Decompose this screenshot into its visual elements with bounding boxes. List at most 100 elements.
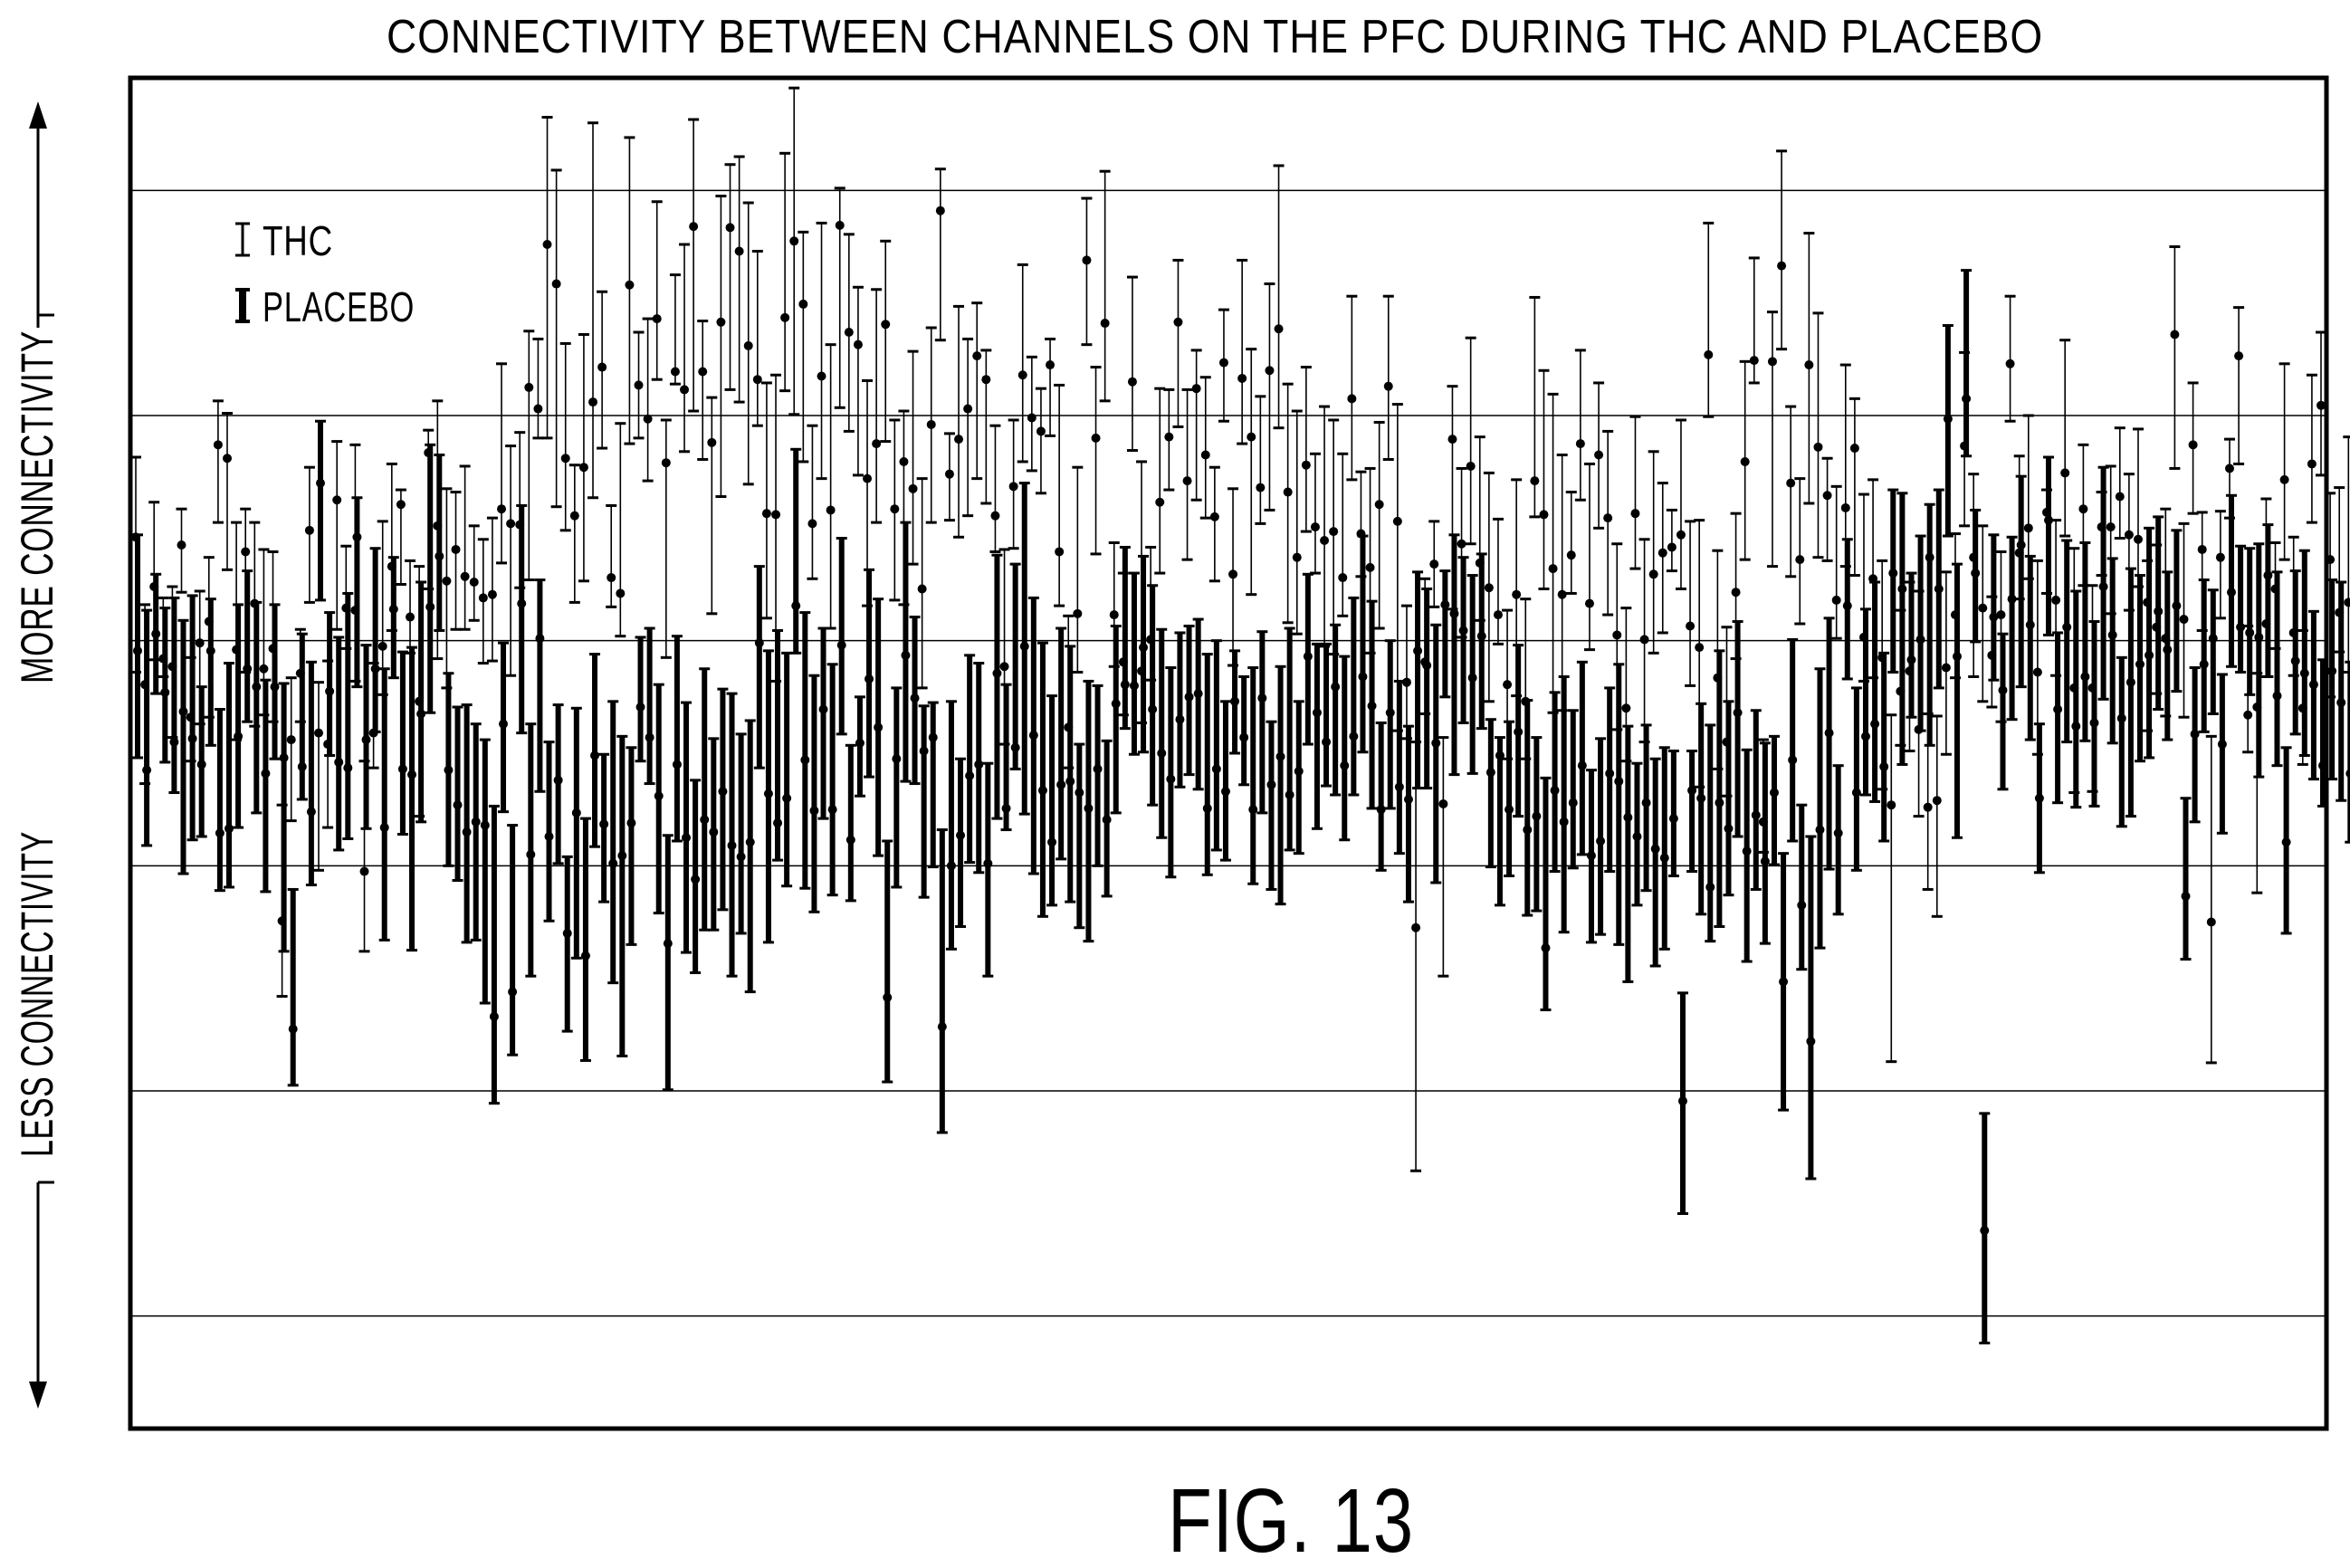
thc-mean-dot bbox=[981, 375, 991, 385]
placebo-mean-dot bbox=[1925, 552, 1934, 562]
placebo-mean-dot bbox=[316, 478, 326, 488]
placebo-mean-dot bbox=[133, 645, 142, 655]
placebo-mean-dot bbox=[2327, 666, 2337, 676]
placebo-point-113 bbox=[1165, 666, 1177, 879]
placebo-mean-dot bbox=[974, 760, 984, 770]
placebo-mean-dot bbox=[1202, 803, 1212, 813]
thc-mean-dot bbox=[1566, 550, 1576, 560]
placebo-point-41 bbox=[507, 824, 519, 1056]
placebo-point-156 bbox=[1558, 674, 1570, 934]
placebo-point-229 bbox=[2225, 493, 2237, 668]
thc-mean-dot bbox=[1017, 370, 1027, 380]
placebo-mean-dot bbox=[1505, 805, 1514, 815]
thc-mean-dot bbox=[1932, 796, 1942, 806]
placebo-point-5 bbox=[177, 618, 189, 875]
placebo-mean-dot bbox=[865, 674, 874, 684]
placebo-mean-dot bbox=[2181, 891, 2191, 901]
placebo-point-73 bbox=[799, 611, 811, 890]
placebo-point-26 bbox=[369, 547, 381, 733]
thc-mean-dot bbox=[1603, 513, 1613, 523]
placebo-point-210 bbox=[2052, 631, 2064, 805]
thc-mean-dot bbox=[1849, 444, 1859, 454]
thc-point-128 bbox=[1300, 366, 1312, 533]
thc-mean-dot bbox=[999, 662, 1009, 672]
thc-mean-dot bbox=[1731, 588, 1741, 598]
placebo-mean-dot bbox=[2098, 581, 2108, 591]
placebo-mean-dot bbox=[2208, 634, 2218, 644]
placebo-point-118 bbox=[1210, 639, 1222, 852]
thc-mean-dot bbox=[1155, 497, 1165, 507]
placebo-point-217 bbox=[2116, 655, 2127, 828]
placebo-mean-dot bbox=[562, 928, 572, 938]
thc-point-137 bbox=[1382, 294, 1394, 461]
placebo-point-216 bbox=[2106, 557, 2118, 745]
placebo-point-117 bbox=[1201, 653, 1213, 876]
placebo-mean-dot bbox=[2126, 677, 2135, 687]
thc-point-185 bbox=[1821, 456, 1833, 562]
thc-mean-dot bbox=[2197, 544, 2207, 554]
thc-mean-dot bbox=[1283, 487, 1293, 497]
placebo-point-194 bbox=[1906, 571, 1917, 719]
thc-mean-dot bbox=[2005, 359, 2015, 368]
placebo-mean-dot bbox=[1998, 685, 2008, 695]
placebo-mean-dot bbox=[1523, 825, 1533, 835]
thc-point-172 bbox=[1703, 221, 1715, 418]
thc-mean-dot bbox=[1503, 680, 1513, 690]
placebo-point-146 bbox=[1466, 574, 1478, 775]
placebo-mean-dot bbox=[270, 682, 280, 692]
placebo-point-82 bbox=[882, 839, 893, 1084]
placebo-mean-dot bbox=[407, 770, 417, 779]
placebo-point-110 bbox=[1138, 554, 1150, 754]
thc-mean-dot bbox=[213, 440, 223, 450]
placebo-mean-dot bbox=[1322, 737, 1332, 747]
placebo-mean-dot bbox=[700, 815, 710, 825]
placebo-point-140 bbox=[1412, 570, 1424, 790]
thc-point-140 bbox=[1410, 741, 1422, 1172]
thc-point-87 bbox=[925, 326, 937, 524]
thc-mean-dot bbox=[2243, 710, 2253, 720]
placebo-mean-dot bbox=[709, 827, 719, 837]
thc-point-45 bbox=[541, 116, 553, 440]
thc-mean-dot bbox=[2051, 595, 2061, 605]
placebo-point-133 bbox=[1348, 596, 1360, 797]
thc-mean-dot bbox=[2224, 464, 2234, 473]
thc-point-41 bbox=[505, 445, 517, 677]
placebo-mean-dot bbox=[1541, 943, 1551, 953]
thc-point-139 bbox=[1400, 604, 1412, 741]
thc-point-159 bbox=[1583, 462, 1595, 652]
placebo-point-111 bbox=[1147, 584, 1159, 807]
thc-mean-dot bbox=[578, 463, 588, 473]
thc-point-72 bbox=[788, 86, 800, 416]
placebo-mean-dot bbox=[1677, 1096, 1687, 1106]
placebo-point-238 bbox=[2307, 609, 2319, 781]
placebo-point-92 bbox=[973, 662, 985, 875]
placebo-mean-dot bbox=[1779, 977, 1789, 987]
placebo-mean-dot bbox=[489, 1011, 499, 1021]
placebo-mean-dot bbox=[2263, 570, 2273, 580]
placebo-point-75 bbox=[817, 626, 829, 820]
placebo-point-235 bbox=[2280, 746, 2292, 935]
placebo-point-35 bbox=[452, 705, 463, 882]
thc-mean-dot bbox=[1630, 509, 1640, 519]
thc-mean-dot bbox=[890, 504, 900, 514]
thc-point-9 bbox=[212, 399, 224, 524]
thc-point-48 bbox=[568, 464, 580, 604]
thc-mean-dot bbox=[359, 866, 369, 876]
thc-mean-dot bbox=[607, 573, 616, 583]
placebo-point-129 bbox=[1311, 642, 1323, 830]
placebo-point-101 bbox=[1056, 626, 1067, 861]
placebo-mean-dot bbox=[727, 840, 737, 850]
thc-point-113 bbox=[1163, 387, 1175, 492]
placebo-point-74 bbox=[808, 674, 820, 913]
thc-mean-dot bbox=[752, 375, 762, 385]
placebo-mean-dot bbox=[1367, 701, 1377, 711]
placebo-point-183 bbox=[1805, 835, 1817, 1181]
thc-mean-dot bbox=[926, 419, 936, 429]
placebo-mean-dot bbox=[2053, 704, 2063, 714]
placebo-point-85 bbox=[909, 616, 921, 786]
placebo-mean-dot bbox=[517, 598, 527, 608]
placebo-mean-dot bbox=[1157, 749, 1167, 758]
thc-point-5 bbox=[176, 507, 187, 594]
thc-mean-dot bbox=[1237, 373, 1247, 383]
thc-point-17 bbox=[285, 676, 297, 823]
